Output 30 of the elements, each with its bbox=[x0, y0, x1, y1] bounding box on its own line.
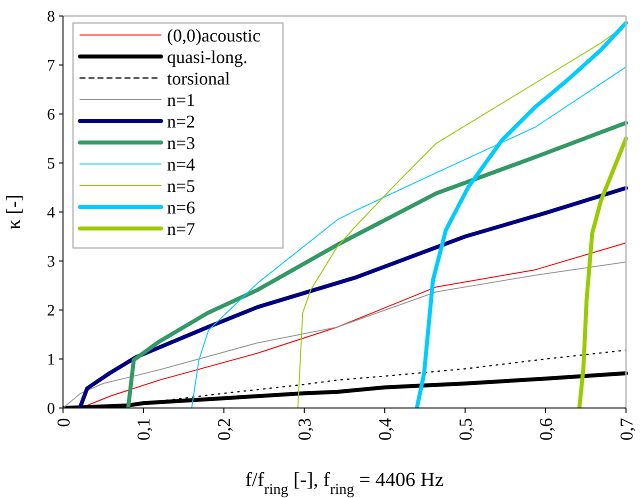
legend-label: n=3 bbox=[167, 132, 196, 153]
y-tick-label: 2 bbox=[47, 302, 55, 320]
legend-label: n=4 bbox=[167, 154, 196, 174]
legend-label: n=7 bbox=[167, 218, 196, 239]
x-tick-label: 0,7 bbox=[616, 418, 636, 440]
x-tick-label: 0,1 bbox=[134, 418, 154, 440]
x-tick-label: 0,2 bbox=[214, 418, 234, 440]
x-tick-label: 0,6 bbox=[536, 418, 556, 440]
y-axis-title: κ [-] bbox=[3, 194, 25, 230]
legend-label: quasi-long. bbox=[167, 46, 248, 67]
x-tick-label: 0 bbox=[53, 418, 74, 427]
y-tick-label: 5 bbox=[47, 156, 55, 173]
x-tick-label: 0,5 bbox=[455, 418, 476, 440]
y-tick-label: 6 bbox=[47, 106, 55, 124]
y-tick-label: 8 bbox=[47, 8, 55, 26]
legend-label: n=2 bbox=[167, 111, 196, 132]
legend-label: (0,0)acoustic bbox=[167, 25, 260, 46]
y-tick-label: 3 bbox=[47, 254, 55, 271]
y-tick-label: 4 bbox=[47, 204, 55, 222]
legend-label: n=1 bbox=[167, 90, 196, 110]
x-tick-label: 0,4 bbox=[375, 418, 396, 440]
y-tick-label: 1 bbox=[47, 352, 55, 369]
x-tick-label: 0,3 bbox=[294, 418, 315, 440]
y-tick-label: 7 bbox=[47, 58, 55, 75]
legend-label: torsional bbox=[167, 68, 230, 88]
y-tick-label: 0 bbox=[47, 400, 55, 418]
legend-label: n=6 bbox=[167, 197, 196, 218]
line-series bbox=[577, 136, 628, 408]
x-axis-title: f/f$_{ring}$ [-], f$_{ring}$ = 4406 Hz bbox=[245, 469, 444, 498]
legend-label: n=5 bbox=[167, 176, 196, 196]
